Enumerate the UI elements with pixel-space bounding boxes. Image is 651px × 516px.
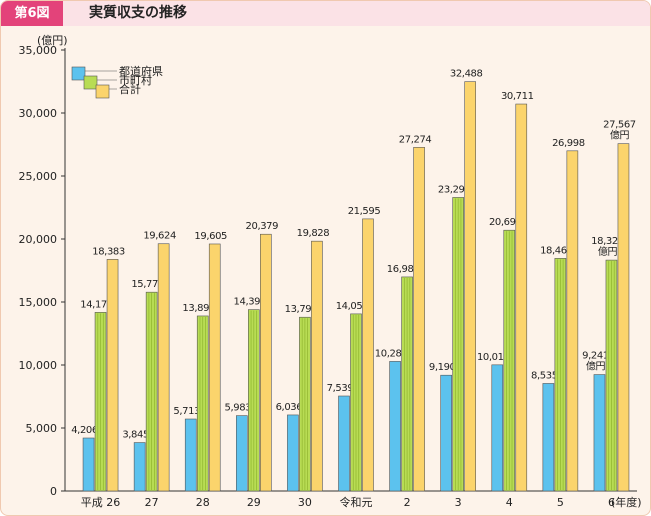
- data-label: 27,274: [399, 134, 432, 145]
- data-label: 3,845: [122, 430, 149, 441]
- data-label: 19,605: [194, 231, 227, 242]
- bar: [157, 243, 170, 492]
- legend-swatch: [83, 75, 98, 90]
- legend-label: 合計: [119, 82, 141, 96]
- data-label: 23,298: [438, 184, 471, 195]
- data-label: 14,177: [80, 299, 113, 310]
- x-unit-label: (年度): [611, 495, 642, 509]
- bar: [440, 374, 452, 492]
- bar: [566, 150, 579, 492]
- data-label: 7,539: [327, 383, 354, 394]
- unit-label: 億円: [598, 245, 618, 258]
- data-label: 19,624: [143, 231, 176, 242]
- figure-number: 第6図: [1, 1, 63, 26]
- bar: [311, 240, 323, 492]
- x-tick-label: 2: [404, 496, 411, 509]
- y-tick-label: 15,000: [19, 296, 58, 309]
- x-tick-label: 3: [455, 496, 462, 509]
- y-tick-label: 30,000: [19, 107, 58, 120]
- data-label: 10,285: [375, 348, 408, 359]
- x-tick-label: 5: [557, 496, 564, 509]
- y-tick-label: 25,000: [19, 170, 58, 183]
- x-tick-label: 29: [247, 496, 261, 509]
- y-tick-label: 20,000: [19, 233, 58, 246]
- bar: [260, 233, 272, 492]
- bar: [133, 442, 146, 492]
- data-label: 18,463: [540, 245, 573, 256]
- data-label: 13,892: [182, 303, 215, 314]
- data-label: 5,983: [224, 403, 251, 414]
- figure-header: 第6図 実質収支の推移: [1, 1, 650, 26]
- bar: [106, 259, 119, 492]
- x-tick-label: 27: [145, 496, 159, 509]
- data-label: 10,013: [477, 352, 510, 363]
- bar: [184, 418, 197, 492]
- x-tick-label: 30: [298, 496, 312, 509]
- y-tick-label: 5,000: [26, 422, 58, 435]
- legend-swatch: [95, 84, 110, 99]
- data-label: 15,779: [131, 279, 164, 290]
- unit-label: 億円: [586, 360, 606, 373]
- bar: [491, 364, 504, 492]
- data-label: 14,056: [336, 301, 369, 312]
- x-tick-label: 6: [608, 496, 615, 509]
- data-label: 18,383: [92, 246, 125, 257]
- data-label: 6,036: [276, 402, 303, 413]
- bar: [542, 383, 555, 492]
- bar: [287, 414, 299, 492]
- data-label: 19,828: [297, 228, 330, 239]
- data-label: 18,326: [591, 236, 624, 247]
- data-label: 5,713: [173, 406, 200, 417]
- legend-label: 市町村: [119, 73, 152, 87]
- data-label: 9,241: [582, 351, 609, 362]
- y-tick-label: 35,000: [19, 44, 58, 57]
- y-tick-label: 0: [50, 485, 57, 498]
- data-label: 27,567: [603, 120, 636, 131]
- bar: [362, 218, 374, 492]
- x-tick-label: 令和元: [340, 495, 373, 509]
- x-tick-label: 4: [506, 496, 513, 509]
- bar: [464, 81, 476, 492]
- data-label: 20,698: [489, 217, 522, 228]
- bar: [389, 361, 401, 492]
- bars: 平成 26 4,206 14,177 18,383 27 3,845 15,779 19,62…: [71, 69, 636, 509]
- legend-label: 都道府県: [119, 64, 163, 78]
- data-label: 20,379: [246, 221, 279, 232]
- bar: [593, 374, 606, 492]
- bar: [338, 395, 350, 492]
- data-label: 26,998: [552, 138, 585, 149]
- data-label: 13,792: [285, 304, 318, 315]
- bar: [413, 147, 425, 492]
- bar: [208, 243, 221, 492]
- legend-swatch: [71, 66, 86, 81]
- data-label: 4,206: [71, 425, 98, 436]
- unit-label: 億円: [610, 129, 630, 142]
- x-tick-label: 28: [196, 496, 210, 509]
- x-tick-label: 平成 26: [81, 496, 121, 509]
- data-label: 14,396: [234, 297, 267, 308]
- y-unit-label: (億円): [37, 34, 68, 47]
- bar: [617, 143, 630, 492]
- data-label: 30,711: [501, 91, 534, 102]
- figure-title: 実質収支の推移: [89, 5, 187, 21]
- data-label: 9,190: [429, 362, 456, 373]
- data-label: 32,488: [450, 69, 483, 80]
- y-tick-label: 10,000: [19, 359, 58, 372]
- data-label: 8,535: [531, 370, 558, 381]
- data-label: 21,595: [348, 206, 381, 217]
- bar: [236, 415, 248, 492]
- data-label: 16,989: [387, 264, 420, 275]
- bar: [515, 103, 528, 492]
- bar: [82, 437, 95, 492]
